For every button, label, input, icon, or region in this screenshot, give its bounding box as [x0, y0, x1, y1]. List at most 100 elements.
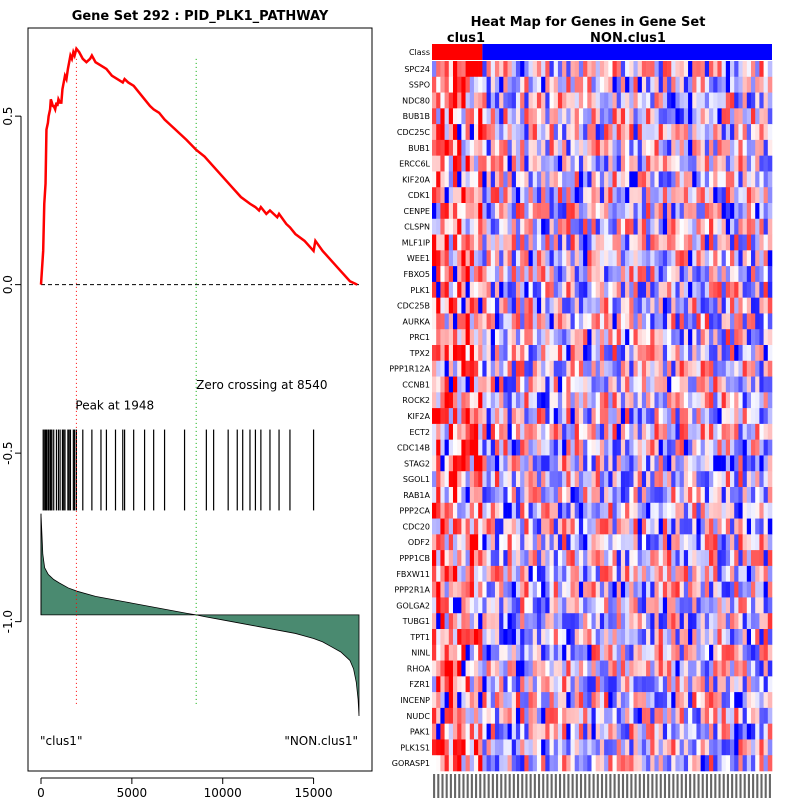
gene-label: BUB1B — [403, 112, 430, 121]
heat-cell — [478, 108, 483, 125]
heat-cell — [570, 392, 576, 409]
heat-cell — [646, 707, 651, 724]
heat-cell — [646, 266, 651, 283]
heat-cell — [432, 313, 437, 330]
heat-cell — [679, 234, 685, 251]
heat-cell — [759, 92, 764, 109]
heat-cell — [440, 755, 445, 772]
heat-cell — [709, 502, 714, 519]
heat-cell — [612, 707, 617, 724]
heat-cell — [570, 502, 576, 519]
heat-cell — [520, 502, 525, 519]
heat-cell — [654, 518, 659, 535]
heat-cell — [494, 550, 500, 567]
heat-cell — [570, 155, 576, 172]
heat-cell — [608, 629, 613, 646]
heat-cell — [452, 723, 458, 740]
heat-cell — [679, 597, 685, 614]
heat-cell — [730, 644, 735, 661]
heat-cell — [553, 613, 559, 630]
heat-cell — [570, 76, 576, 93]
heat-cell — [717, 187, 722, 204]
heat-cell — [683, 187, 689, 204]
heat-cell — [566, 755, 571, 772]
heat-cell — [536, 329, 542, 346]
heat-cell — [557, 139, 563, 156]
heat-cell — [448, 487, 454, 504]
heat-cell — [503, 360, 508, 377]
heat-cell — [725, 487, 731, 504]
heat-cell — [432, 408, 437, 425]
heat-cell — [633, 471, 638, 488]
heat-cell — [759, 471, 764, 488]
heat-cell — [679, 92, 685, 109]
heat-cell — [767, 281, 773, 298]
heat-cell — [717, 408, 722, 425]
heat-cell — [721, 723, 727, 740]
heat-cell — [595, 218, 601, 235]
heat-cell — [738, 392, 743, 409]
heat-cell — [730, 707, 735, 724]
heat-cell — [511, 329, 517, 346]
heat-cell — [499, 313, 504, 330]
heat-cell — [704, 739, 710, 756]
heat-cell — [616, 660, 622, 677]
heat-cell — [499, 455, 504, 472]
heat-cell — [478, 139, 483, 156]
heat-cell — [448, 581, 454, 598]
heat-cell — [629, 171, 634, 188]
heat-cell — [473, 203, 479, 220]
heat-cell — [482, 329, 487, 346]
heat-cell — [490, 139, 496, 156]
heat-cell — [759, 266, 764, 283]
heat-cell — [671, 629, 676, 646]
heat-cell — [709, 487, 714, 504]
heat-cell — [473, 707, 479, 724]
heat-cell — [511, 455, 517, 472]
heat-cell — [637, 660, 643, 677]
heat-cell — [704, 565, 710, 582]
heat-cell — [490, 61, 496, 78]
heat-cell — [688, 218, 693, 235]
gene-label: RAB1A — [403, 491, 430, 500]
heat-cell — [499, 76, 504, 93]
heat-cell — [604, 61, 609, 78]
heat-cell — [536, 660, 542, 677]
heat-cell — [742, 597, 748, 614]
heat-cell — [494, 613, 500, 630]
heat-cell — [683, 565, 689, 582]
heat-cell — [520, 203, 525, 220]
heat-cell — [675, 139, 680, 156]
heat-cell — [507, 597, 513, 614]
heat-cell — [637, 266, 643, 283]
heat-cell — [553, 565, 559, 582]
heat-cell — [717, 660, 722, 677]
heat-cell — [520, 723, 525, 740]
heat-cell — [528, 518, 534, 535]
heat-cell — [604, 550, 609, 567]
heat-cell — [532, 250, 538, 267]
heat-cell — [566, 234, 571, 251]
heat-cell — [524, 502, 529, 519]
heat-cell — [746, 76, 752, 93]
heat-cell — [566, 644, 571, 661]
heat-cell — [549, 471, 555, 488]
heat-cell — [511, 360, 517, 377]
heat-cell — [545, 76, 550, 93]
heat-cell — [675, 408, 680, 425]
sample-label — [739, 774, 742, 798]
heat-cell — [587, 581, 592, 598]
heat-cell — [608, 581, 613, 598]
heat-cell — [713, 629, 718, 646]
heat-cell — [725, 297, 731, 314]
heat-cell — [595, 139, 601, 156]
heat-cell — [751, 534, 756, 551]
heat-cell — [692, 550, 697, 567]
heat-cell — [482, 313, 487, 330]
heat-cell — [671, 613, 676, 630]
heat-cell — [671, 439, 676, 456]
heat-cell — [432, 581, 437, 598]
heat-cell — [767, 124, 773, 141]
heat-cell — [746, 171, 752, 188]
heat-cell — [515, 534, 521, 551]
